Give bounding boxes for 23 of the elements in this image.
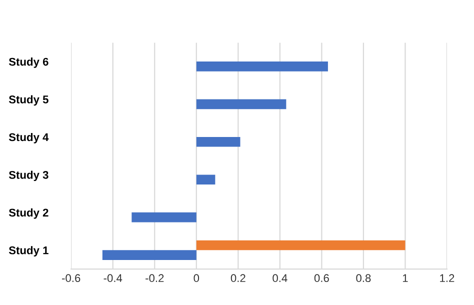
bar bbox=[196, 99, 286, 110]
x-tick-label: 0.8 bbox=[356, 274, 371, 282]
x-tick-label: -0.4 bbox=[104, 274, 122, 282]
x-tick-label: -0.6 bbox=[62, 274, 80, 282]
x-tick-label: 0 bbox=[194, 274, 200, 282]
x-tick-label: 1 bbox=[402, 274, 408, 282]
x-tick-label: 1.2 bbox=[440, 274, 454, 282]
x-tick-label: 0.6 bbox=[314, 274, 329, 282]
bar bbox=[132, 212, 196, 222]
y-tick-label: Study 5 bbox=[8, 95, 48, 106]
x-tick-label: 0.2 bbox=[230, 274, 246, 282]
bar bbox=[196, 240, 406, 250]
bar bbox=[196, 62, 328, 72]
bar bbox=[102, 250, 196, 260]
bar bbox=[196, 136, 240, 147]
bar bbox=[196, 174, 216, 185]
y-tick-label: Study 2 bbox=[8, 208, 48, 219]
x-tick-label: 0.4 bbox=[272, 274, 288, 282]
x-tick-label: -0.2 bbox=[146, 274, 164, 282]
y-tick-label: Study 3 bbox=[8, 170, 48, 182]
y-tick-label: Study 4 bbox=[8, 132, 49, 144]
y-tick-label: Study 6 bbox=[8, 58, 48, 68]
y-tick-label: Study 1 bbox=[8, 246, 48, 256]
